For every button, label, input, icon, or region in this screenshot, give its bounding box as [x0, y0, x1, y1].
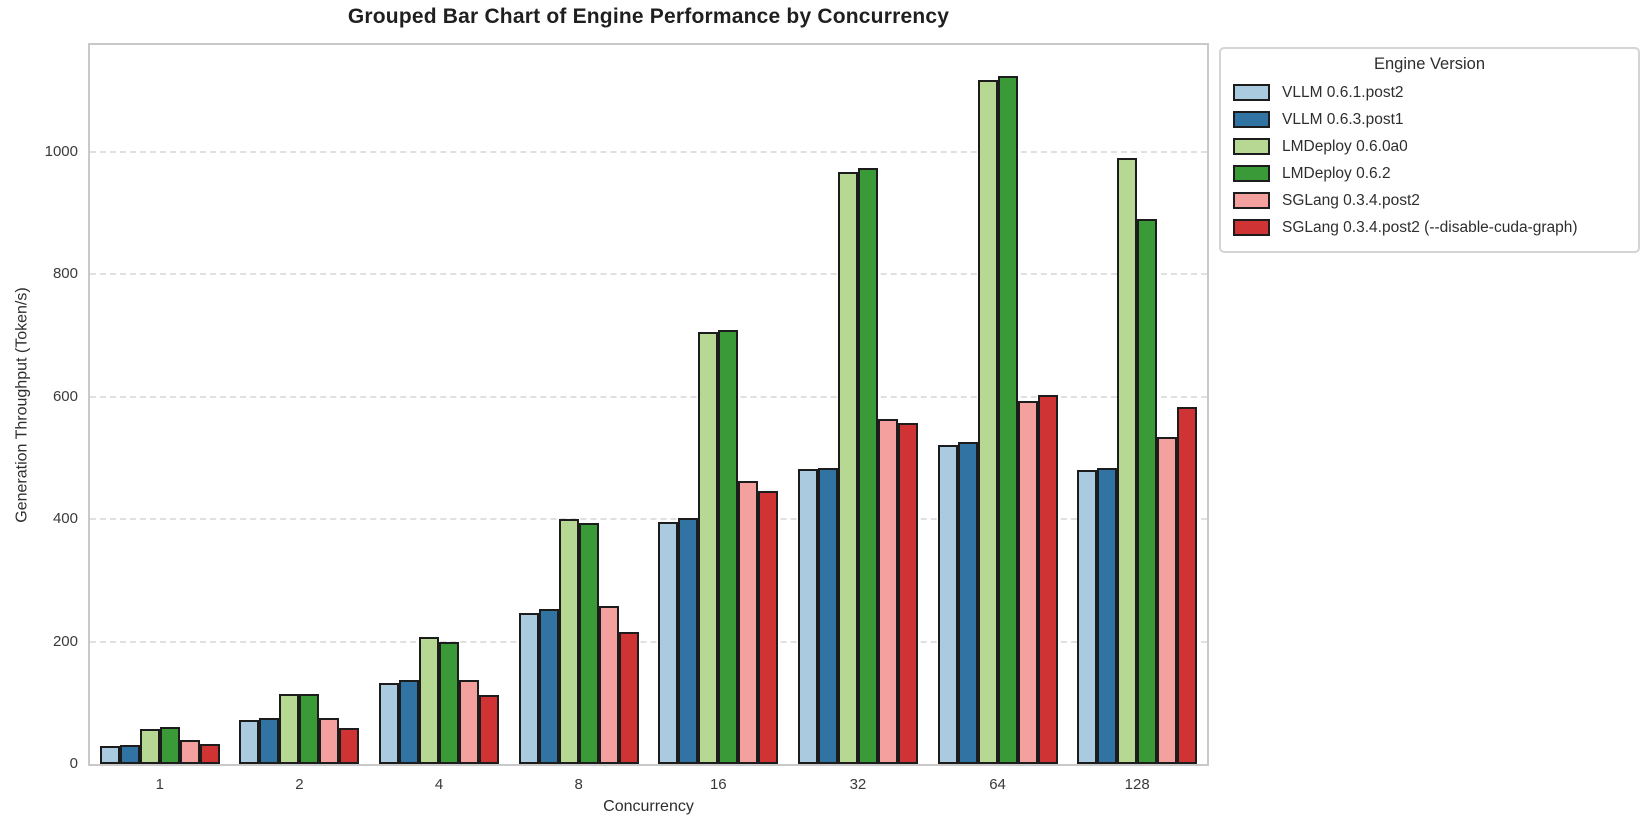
bar: [439, 642, 459, 764]
bar: [459, 680, 479, 764]
bar: [180, 740, 200, 764]
y-tick-label: 600: [52, 387, 78, 405]
legend-item-label: SGLang 0.3.4.post2: [1282, 191, 1420, 209]
bar: [1177, 407, 1197, 764]
legend-item: SGLang 0.3.4.post2 (--disable-cuda-graph…: [1233, 214, 1626, 241]
bar: [239, 720, 259, 764]
legend-item-label: VLLM 0.6.3.post1: [1282, 110, 1404, 128]
bar: [579, 523, 599, 764]
bar: [818, 468, 838, 764]
bar: [958, 442, 978, 764]
y-gridline: [90, 273, 1207, 276]
bar: [798, 469, 818, 764]
bar: [1097, 468, 1117, 764]
bar: [100, 746, 120, 764]
bar: [718, 330, 738, 764]
chart-title: Grouped Bar Chart of Engine Performance …: [347, 5, 950, 28]
legend-title: Engine Version: [1374, 55, 1485, 73]
x-tick-label: 4: [434, 776, 444, 793]
bar: [479, 695, 499, 764]
bar: [838, 172, 858, 764]
legend-item-label: SGLang 0.3.4.post2 (--disable-cuda-graph…: [1282, 218, 1578, 236]
bar: [120, 745, 140, 764]
bar: [1038, 395, 1058, 764]
legend-swatch-icon: [1233, 138, 1270, 155]
legend-swatch-icon: [1233, 219, 1270, 236]
bar: [698, 332, 718, 764]
bar: [858, 168, 878, 764]
bar: [140, 729, 160, 764]
legend-swatch-icon: [1233, 165, 1270, 182]
bar: [758, 491, 778, 764]
legend-swatch-icon: [1233, 192, 1270, 209]
y-tick-label: 1000: [44, 143, 78, 161]
bar: [1018, 401, 1038, 764]
bar: [1137, 219, 1157, 764]
legend-item-label: LMDeploy 0.6.2: [1282, 164, 1391, 182]
x-tick-label: 2: [295, 776, 304, 793]
x-tick-label: 32: [849, 776, 867, 793]
legend-item: LMDeploy 0.6.2: [1233, 160, 1626, 187]
legend-item-label: VLLM 0.6.1.post2: [1282, 83, 1404, 101]
bar: [1077, 470, 1097, 764]
plot-area: [88, 43, 1209, 766]
y-gridline: [90, 395, 1207, 398]
legend-items: VLLM 0.6.1.post2 VLLM 0.6.3.post1 LMDeploy…: [1233, 79, 1626, 241]
y-gridline: [90, 518, 1207, 521]
x-tick-label: 64: [989, 776, 1006, 793]
y-gridline: [90, 640, 1207, 643]
legend-item-label: LMDeploy 0.6.0a0: [1282, 137, 1408, 155]
bar: [559, 519, 579, 764]
legend-item: SGLang 0.3.4.post2: [1233, 187, 1626, 214]
legend-item: VLLM 0.6.1.post2: [1233, 79, 1626, 106]
bar: [419, 637, 439, 764]
bar: [399, 680, 419, 764]
bar: [658, 522, 678, 764]
bar: [938, 445, 958, 764]
bar: [878, 419, 898, 764]
x-tick-label: 8: [574, 776, 583, 793]
legend-item: LMDeploy 0.6.0a0: [1233, 133, 1626, 160]
y-tick-label: 400: [52, 510, 78, 528]
legend-swatch-icon: [1233, 84, 1270, 101]
bar: [1157, 437, 1177, 764]
bar: [279, 694, 299, 764]
y-gridline: [90, 151, 1207, 154]
bar: [200, 744, 220, 764]
bar: [160, 727, 180, 764]
x-axis-label: Concurrency: [603, 798, 694, 815]
bar: [898, 423, 918, 764]
y-tick-label: 200: [52, 632, 78, 650]
y-tick-label: 0: [69, 755, 78, 772]
bar: [1117, 158, 1137, 764]
bar: [299, 694, 319, 764]
legend-swatch-icon: [1233, 111, 1270, 128]
bar: [539, 609, 559, 764]
bar: [319, 718, 339, 764]
x-tick-label: 1: [155, 776, 164, 793]
x-tick-label: 16: [709, 776, 727, 793]
bar: [339, 728, 359, 764]
y-tick-label: 800: [52, 265, 78, 283]
bar: [599, 606, 619, 764]
bar: [259, 718, 279, 764]
legend: Engine Version VLLM 0.6.1.post2 VLLM 0.6.…: [1219, 47, 1640, 253]
legend-item: VLLM 0.6.3.post1: [1233, 106, 1626, 133]
bar: [379, 683, 399, 764]
bar: [619, 632, 639, 764]
bar: [738, 481, 758, 764]
bar: [678, 518, 698, 764]
bar: [998, 76, 1018, 764]
bar: [978, 80, 998, 764]
x-tick-label: 128: [1124, 776, 1150, 793]
bar: [519, 613, 539, 764]
